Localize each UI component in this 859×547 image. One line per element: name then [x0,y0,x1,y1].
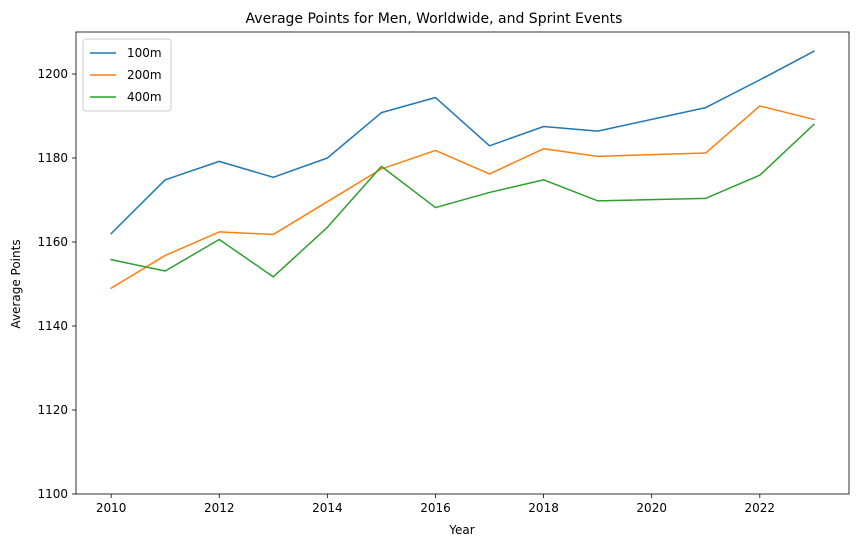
chart-title: Average Points for Men, Worldwide, and S… [246,11,623,27]
legend-box [82,38,172,112]
series-line-100m [110,50,815,235]
plot-area [75,31,850,495]
x-tick-label: 2016 [420,501,451,515]
y-tick-label: 1180 [37,151,68,165]
x-tick-label: 2022 [745,501,776,515]
y-tick-label: 1160 [37,235,68,249]
axes-frame [75,31,850,495]
x-axis-label: Year [448,523,474,537]
legend: 100m 200m 400m [82,38,172,112]
series-line-400m [110,123,815,278]
legend-label-400m: 400m [127,90,162,104]
y-tick-label: 1140 [37,319,68,333]
y-axis: 1100 1120 1140 1160 1180 1200 [37,67,76,501]
x-axis: 2010 2012 2014 2016 2018 2020 2022 [96,494,775,515]
y-axis-label: Average Points [9,239,23,328]
y-tick-label: 1120 [37,403,68,417]
x-tick-label: 2012 [204,501,235,515]
legend-label-100m: 100m [127,46,162,60]
x-tick-label: 2018 [528,501,559,515]
x-tick-label: 2020 [636,501,667,515]
y-tick-label: 1200 [37,67,68,81]
x-tick-label: 2010 [96,501,127,515]
y-tick-label: 1100 [37,487,68,501]
legend-label-200m: 200m [127,68,162,82]
x-tick-label: 2014 [312,501,343,515]
series-line-200m [110,105,815,290]
